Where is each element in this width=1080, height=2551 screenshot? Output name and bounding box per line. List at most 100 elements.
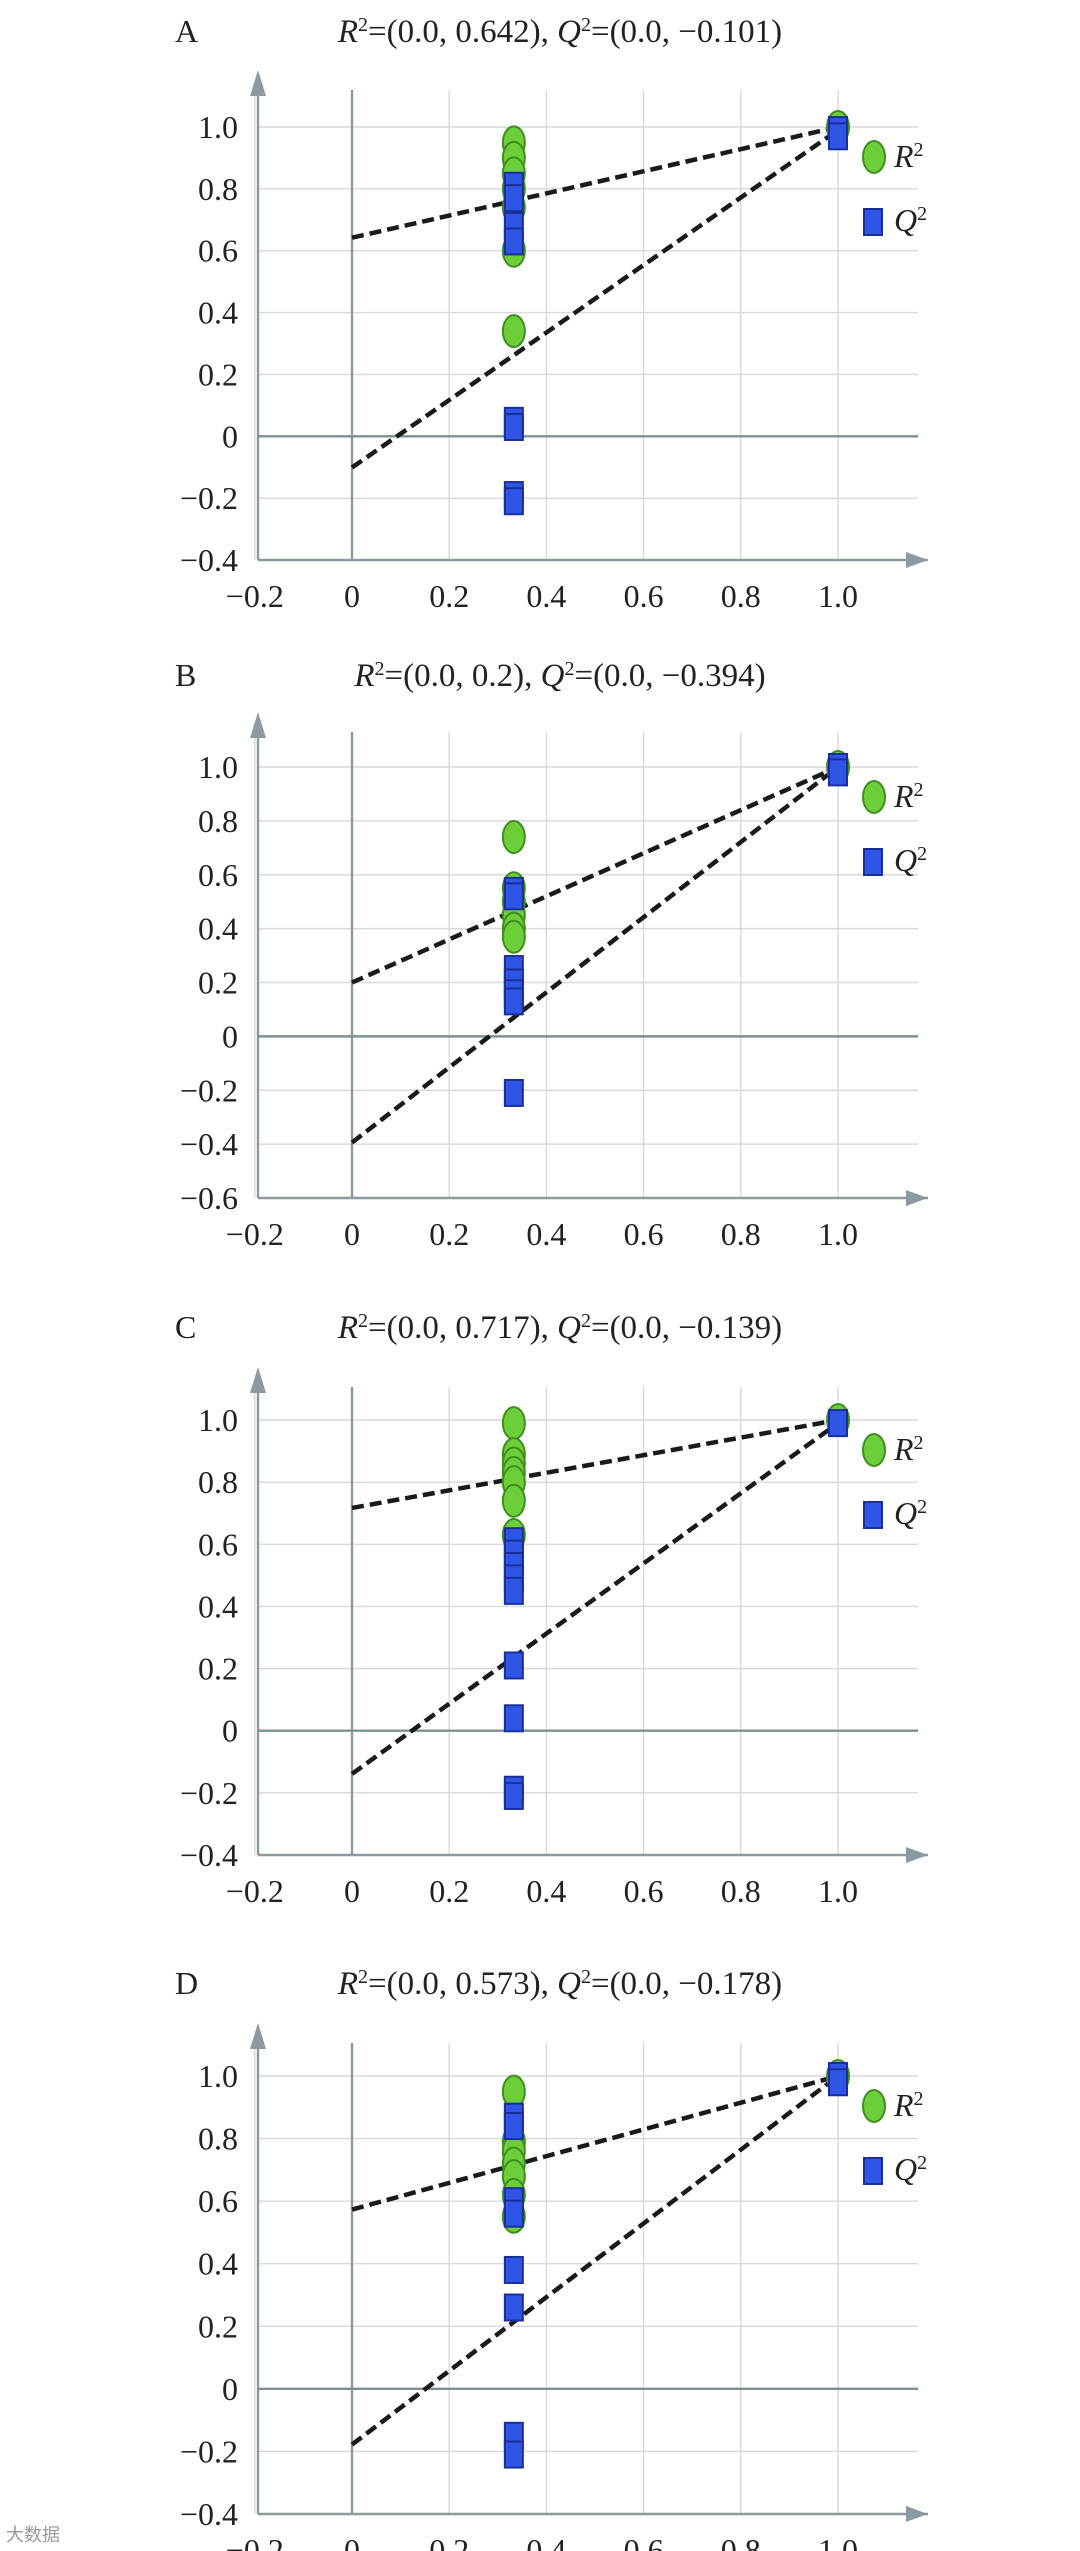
title-r2-symbol: R — [353, 658, 374, 694]
y-tick-label: 1.0 — [198, 2058, 238, 2094]
legend: R2 Q2 — [862, 2087, 927, 2187]
x-tick-label: 0.6 — [624, 578, 664, 614]
legend-q2-marker — [863, 208, 883, 236]
legend-r2-marker — [862, 1433, 886, 1467]
title-q2-superscript: 2 — [581, 14, 591, 36]
x-tick-label: 0 — [344, 1216, 360, 1252]
panel-letter: C — [175, 1309, 196, 1345]
legend-q2-marker — [863, 848, 883, 876]
x-tick-label: 0 — [344, 1873, 360, 1909]
chart-panel-B: B R2=(0.0, 0.2), Q2=(0.0, −0.394)−0.6−0.4… — [175, 657, 928, 1252]
x-tick-label: 0.2 — [429, 1216, 469, 1252]
chart-panel-A: A R2=(0.0, 0.642), Q2=(0.0, −0.101)−0.4−0… — [175, 13, 928, 614]
r2-data-point — [501, 314, 526, 349]
x-tick-label: 1.0 — [818, 1216, 858, 1252]
x-tick-label: 0.4 — [526, 578, 566, 614]
title-q2-superscript: 2 — [581, 1310, 591, 1332]
q2-data-point — [503, 882, 524, 911]
panel-title: R2=(0.0, 0.717), Q2=(0.0, −0.139) — [337, 1310, 782, 1346]
x-tick-label: 0.4 — [526, 2532, 566, 2551]
x-tick-label: −0.2 — [226, 2532, 284, 2551]
legend-r2-marker — [862, 2089, 886, 2123]
legend-q2-label: Q2 — [894, 842, 927, 878]
legend-r2-label: R2 — [893, 1431, 924, 1467]
x-tick-label: 0.8 — [721, 1873, 761, 1909]
x-tick-label: 0.8 — [721, 578, 761, 614]
chart-panel-C: C R2=(0.0, 0.717), Q2=(0.0, −0.139)−0.4−0… — [175, 1309, 928, 1909]
title-r2-superscript: 2 — [375, 658, 385, 680]
x-axis-arrow — [906, 1847, 928, 1863]
legend-q2-label: Q2 — [894, 1495, 927, 1531]
y-tick-label: −0.4 — [180, 542, 238, 578]
legend-q2-label: Q2 — [894, 2151, 927, 2187]
y-tick-label: 0.6 — [198, 2183, 238, 2219]
panel-title: R2=(0.0, 0.2), Q2=(0.0, −0.394) — [353, 658, 765, 694]
y-tick-label: −0.2 — [180, 2433, 238, 2469]
x-axis-arrow — [906, 2506, 928, 2522]
title-r2-symbol: R — [337, 1310, 358, 1346]
x-tick-label: 0.8 — [721, 1216, 761, 1252]
panel-letter: B — [175, 657, 196, 693]
q2-data-point — [503, 2255, 524, 2284]
q2-data-point — [503, 2112, 524, 2141]
r2-data-point — [501, 820, 526, 855]
title-r2-symbol: R — [337, 1966, 358, 2002]
title-r2-superscript: 2 — [358, 14, 368, 36]
y-tick-label: 0.8 — [198, 1464, 238, 1500]
chart-panel-D: D R2=(0.0, 0.573), Q2=(0.0, −0.178)−0.4−0… — [175, 1965, 928, 2551]
title-q2-symbol: Q — [557, 14, 581, 50]
q2-data-point — [503, 184, 524, 213]
title-r2-value: =(0.0, 0.642), — [368, 14, 557, 50]
y-tick-label: 1.0 — [198, 749, 238, 785]
title-q2-superscript: 2 — [581, 1966, 591, 1988]
q2-data-point — [828, 758, 848, 787]
r2-regression-line — [351, 764, 839, 985]
y-tick-label: 0 — [222, 2371, 238, 2407]
title-r2-value: =(0.0, 0.717), — [368, 1310, 557, 1346]
x-tick-label: 1.0 — [818, 2532, 858, 2551]
title-r2-value: =(0.0, 0.573), — [368, 1966, 557, 2002]
legend-r2-label: R2 — [893, 138, 924, 174]
q2-data-point — [503, 1651, 524, 1680]
title-r2-superscript: 2 — [358, 1966, 368, 1988]
y-axis-arrow — [250, 2023, 266, 2049]
y-tick-label: 0 — [222, 1018, 238, 1054]
title-q2-symbol: Q — [557, 1310, 581, 1346]
q2-data-point — [503, 987, 524, 1016]
x-tick-label: −0.2 — [226, 1873, 284, 1909]
x-tick-label: 1.0 — [818, 578, 858, 614]
y-tick-label: 0.6 — [198, 857, 238, 893]
r2-data-point — [501, 1483, 526, 1518]
legend-r2-marker — [862, 780, 886, 814]
title-q2-symbol: Q — [541, 658, 565, 694]
panel-title: R2=(0.0, 0.573), Q2=(0.0, −0.178) — [337, 1966, 782, 2002]
y-axis-arrow — [250, 1367, 266, 1393]
y-tick-label: −0.4 — [180, 1837, 238, 1873]
x-tick-label: 0 — [344, 578, 360, 614]
r2-data-point — [501, 919, 526, 954]
q2-data-point — [828, 1409, 848, 1438]
y-tick-label: 0.2 — [198, 965, 238, 1001]
title-r2-symbol: R — [337, 14, 358, 50]
y-tick-label: 0.4 — [198, 2246, 238, 2282]
title-q2-value: =(0.0, −0.394) — [574, 658, 765, 694]
y-tick-label: −0.2 — [180, 480, 238, 516]
y-tick-label: 1.0 — [198, 1402, 238, 1438]
x-tick-label: 1.0 — [818, 1873, 858, 1909]
x-tick-label: 0.8 — [721, 2532, 761, 2551]
title-q2-value: =(0.0, −0.101) — [591, 14, 782, 50]
q2-regression-line — [350, 1421, 840, 1776]
r2-regression-line — [351, 124, 839, 240]
legend-q2-marker — [863, 2157, 883, 2185]
legend-r2-marker — [862, 140, 886, 174]
y-tick-label: 0 — [222, 418, 238, 454]
q2-data-point — [828, 2068, 848, 2097]
y-tick-label: 0.8 — [198, 803, 238, 839]
watermark-text: 大数据 — [6, 2525, 60, 2546]
q2-data-point — [503, 1576, 524, 1605]
legend: R2 Q2 — [862, 1431, 927, 1531]
x-axis-arrow — [906, 1190, 928, 1206]
x-tick-label: 0.4 — [526, 1873, 566, 1909]
y-tick-label: 0 — [222, 1713, 238, 1749]
q2-data-point — [503, 227, 524, 256]
